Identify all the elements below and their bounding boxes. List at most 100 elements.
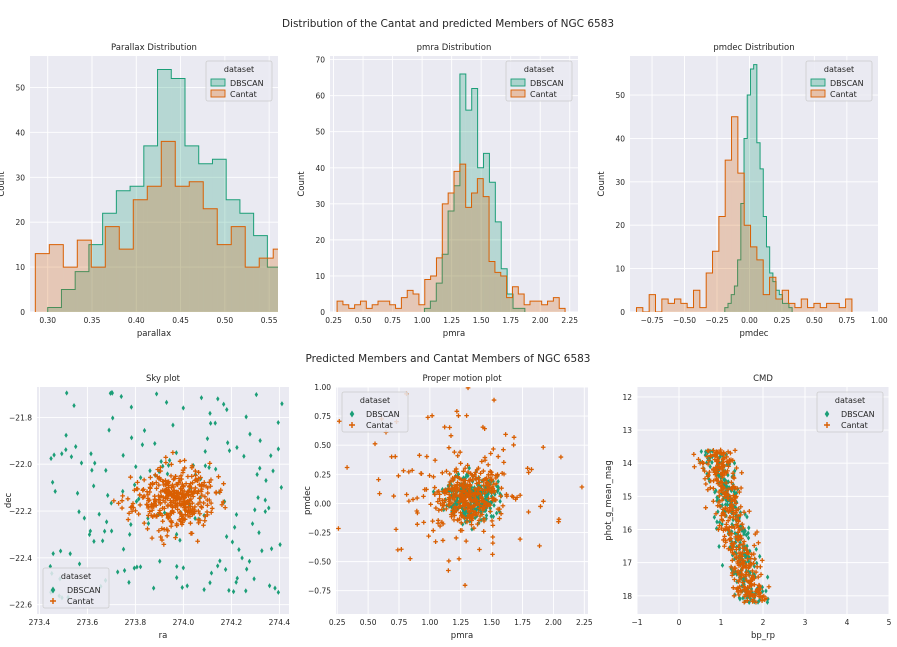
scatter-point-plus	[471, 509, 476, 514]
scatter-point-plus	[474, 481, 480, 486]
histogram-bar	[231, 226, 246, 312]
scatter-point-plus	[484, 476, 489, 481]
scatter-point-diamond	[159, 458, 163, 465]
scatter-point-plus	[707, 469, 712, 475]
scatter-point-diamond	[91, 483, 96, 489]
scatter-point-plus	[720, 510, 726, 515]
x-tick-label: 2	[761, 618, 766, 627]
scatter-point-plus	[476, 490, 482, 496]
scatter-point-plus	[155, 467, 161, 472]
scatter-point-plus	[754, 529, 760, 535]
x-tick-label: −0.75	[641, 316, 664, 325]
legend: dataset DBSCAN Cantat	[42, 567, 110, 609]
legend: dataset DBSCAN Cantat	[505, 60, 573, 102]
scatter-point-plus	[756, 540, 761, 546]
y-tick-label: 0.50	[314, 441, 331, 450]
series-cantat	[336, 387, 585, 588]
scatter-point-diamond	[171, 422, 175, 428]
scatter-point-plus	[486, 472, 491, 478]
scatter-point-plus	[163, 494, 169, 500]
scatter-point-diamond	[129, 435, 134, 441]
histogram-bar	[779, 294, 783, 312]
scatter-point-plus	[747, 508, 752, 514]
y-tick-label: 20	[615, 221, 625, 230]
scatter-point-plus	[462, 583, 468, 588]
scatter-point-diamond	[93, 460, 97, 466]
scatter-point-plus	[191, 507, 197, 513]
scatter-point-plus	[731, 493, 736, 499]
scatter-point-diamond	[221, 401, 226, 407]
histogram-bar	[354, 304, 361, 312]
y-tick-label: 70	[315, 56, 325, 65]
scatter-point-plus	[503, 432, 508, 437]
scatter-point-plus	[182, 458, 187, 463]
scatter-point-diamond	[122, 567, 127, 574]
scatter-point-plus	[177, 458, 183, 464]
scatter-point-plus	[485, 480, 490, 486]
scatter-point-plus	[178, 486, 183, 491]
scatter-point-plus	[491, 446, 496, 452]
scatter-point-plus	[504, 492, 509, 497]
scatter-point-plus	[493, 473, 499, 478]
scatter-point-plus	[174, 521, 180, 527]
x-tick-label: 0.25	[325, 316, 342, 325]
scatter-point-diamond	[722, 476, 726, 483]
scatter-point-plus	[372, 441, 378, 447]
x-tick-label: 1	[719, 618, 724, 627]
histogram-bar	[372, 304, 379, 312]
legend-box	[805, 60, 873, 102]
histogram-bar	[661, 298, 669, 312]
y-tick-label: 10	[15, 263, 25, 272]
histogram-bar	[775, 298, 783, 312]
scatter-point-diamond	[718, 453, 722, 460]
scatter-point-diamond	[234, 579, 238, 585]
y-tick-label: 14	[622, 459, 632, 468]
legend-box	[341, 391, 409, 433]
scatter-point-plus	[462, 515, 467, 521]
y-tick-label: 30	[615, 178, 625, 187]
x-tick-label: −1	[631, 618, 642, 627]
scatter-point-plus	[464, 413, 469, 418]
scatter-point-diamond	[100, 538, 105, 544]
data-marks	[34, 68, 278, 312]
x-tick-label: 0.25	[774, 316, 791, 325]
scatter-point-plus	[177, 495, 182, 501]
scatter-point-plus	[739, 470, 745, 476]
scatter-point-diamond	[89, 451, 93, 457]
y-tick-label: 0.75	[314, 412, 331, 421]
scatter-point-diamond	[258, 465, 262, 471]
scatter-point-plus	[486, 496, 491, 501]
scatter-point-plus	[463, 498, 469, 503]
scatter-point-plus	[731, 593, 737, 599]
scatter-point-diamond	[208, 580, 212, 586]
scatter-point-diamond	[717, 543, 721, 550]
scatter-point-diamond	[279, 484, 284, 491]
scatter-point-plus	[475, 500, 480, 506]
scatter-point-plus	[140, 487, 146, 493]
x-tick-label: 273.4	[29, 618, 51, 627]
scatter-point-diamond	[491, 513, 496, 520]
histogram-bar	[360, 301, 367, 312]
scatter-point-diamond	[748, 548, 752, 554]
y-tick-label: 15	[622, 492, 632, 501]
histogram-bar	[501, 268, 508, 312]
scatter-point-plus	[459, 483, 465, 489]
scatter-point-plus	[730, 470, 736, 476]
scatter-point-plus	[461, 495, 467, 500]
scatter-point-plus	[729, 542, 735, 548]
scatter-point-diamond	[495, 488, 500, 495]
scatter-point-plus	[414, 508, 420, 514]
scatter-point-diamond	[208, 410, 212, 416]
scatter-point-plus	[724, 454, 729, 460]
x-axis-label: ra	[159, 631, 168, 641]
scatter-point-diamond	[175, 563, 179, 570]
histogram-bar	[826, 303, 833, 312]
scatter-point-plus	[125, 517, 131, 522]
scatter-point-diamond	[714, 488, 718, 494]
scatter-point-diamond	[153, 440, 157, 447]
scatter-point-plus	[733, 516, 739, 522]
legend-label: Cantat	[830, 90, 857, 99]
scatter-point-plus	[728, 564, 734, 570]
scatter-point-plus	[145, 526, 150, 532]
y-axis-label: dec	[4, 493, 14, 509]
